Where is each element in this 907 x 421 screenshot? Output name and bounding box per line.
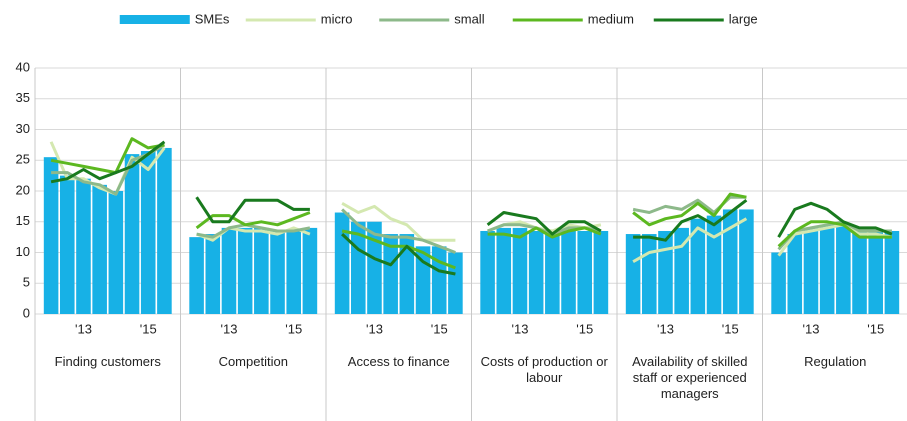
line [487,226,602,239]
bar [690,218,706,314]
group-label: Competition [218,354,288,369]
line [341,201,456,242]
y-tick-label: 25 [16,152,30,167]
bar [254,227,269,314]
legend-label: small [454,11,484,26]
bar [593,230,609,314]
line [777,223,893,257]
line [341,208,456,254]
bar [706,215,722,314]
bar [625,234,641,314]
bar [140,151,156,314]
x-tick-label: '15 [576,321,593,336]
line [196,223,311,239]
bar [803,227,819,314]
y-tick-label: 0 [23,305,30,320]
bar [641,234,657,314]
bar [480,230,495,314]
bar [739,209,754,314]
x-tick-label: '13 [511,321,528,336]
x-tick-label: '15 [431,321,448,336]
bar [722,209,738,314]
x-tick-label: '13 [366,321,383,336]
x-tick-label: '15 [285,321,302,336]
y-tick-label: 10 [16,244,30,259]
x-tick-label: '13 [802,321,819,336]
bar [124,154,140,314]
line [341,233,456,276]
bar [189,237,204,314]
bar [819,224,835,314]
bar [545,230,560,314]
bar [884,230,900,314]
bar [787,234,803,314]
x-tick-label: '15 [867,321,884,336]
bar [561,230,576,314]
legend-label: medium [588,11,634,26]
bar [270,230,285,314]
legend-label: large [729,11,758,26]
bar [383,234,398,314]
bar [286,230,302,314]
y-tick-label: 35 [16,90,30,105]
x-tick-label: '13 [657,321,674,336]
bar [334,212,350,314]
bar [658,230,673,314]
bar [868,230,884,314]
bar [157,147,172,314]
x-tick-label: '13 [75,321,92,336]
bar [76,178,91,314]
bar [92,184,107,314]
bar [367,221,382,314]
bar [528,230,544,314]
y-tick-label: 15 [16,213,30,228]
line [196,226,311,242]
line [195,211,311,230]
bar [448,252,463,314]
line [777,201,893,238]
bar [43,157,59,314]
line [341,229,456,270]
bar [431,246,447,314]
y-tick-label: 5 [23,275,30,290]
group-label: Finding customers [54,354,161,369]
bar [237,227,253,314]
group-label: Costs of production or labour [480,354,608,385]
bar [205,234,221,314]
y-tick-label: 40 [16,59,30,74]
y-tick-label: 20 [16,182,30,197]
line [50,137,165,175]
bar [771,252,786,314]
x-tick-label: '15 [722,321,739,336]
bar [577,230,593,314]
bar [59,175,75,314]
line [632,192,747,227]
legend-swatch [119,15,190,24]
line [777,220,892,248]
bar [108,191,124,314]
bar [496,227,512,314]
bar [674,227,689,314]
group-label: Availability of skilled staff or experie… [632,354,748,401]
legend-label: micro [321,11,353,26]
legend-label: SMEs [195,11,230,26]
x-tick-label: '13 [220,321,237,336]
bar [221,227,237,314]
x-tick-label: '15 [140,321,157,336]
bar [512,227,528,314]
line [50,140,166,184]
bar [836,224,851,314]
group-label: Access to finance [347,354,450,369]
bar [852,230,867,314]
bar [302,227,318,314]
line [633,199,748,242]
line [486,211,602,236]
line [632,217,748,264]
group-label: Regulation [804,354,867,369]
y-tick-label: 30 [16,121,30,136]
line [195,196,310,224]
bar [399,234,415,314]
